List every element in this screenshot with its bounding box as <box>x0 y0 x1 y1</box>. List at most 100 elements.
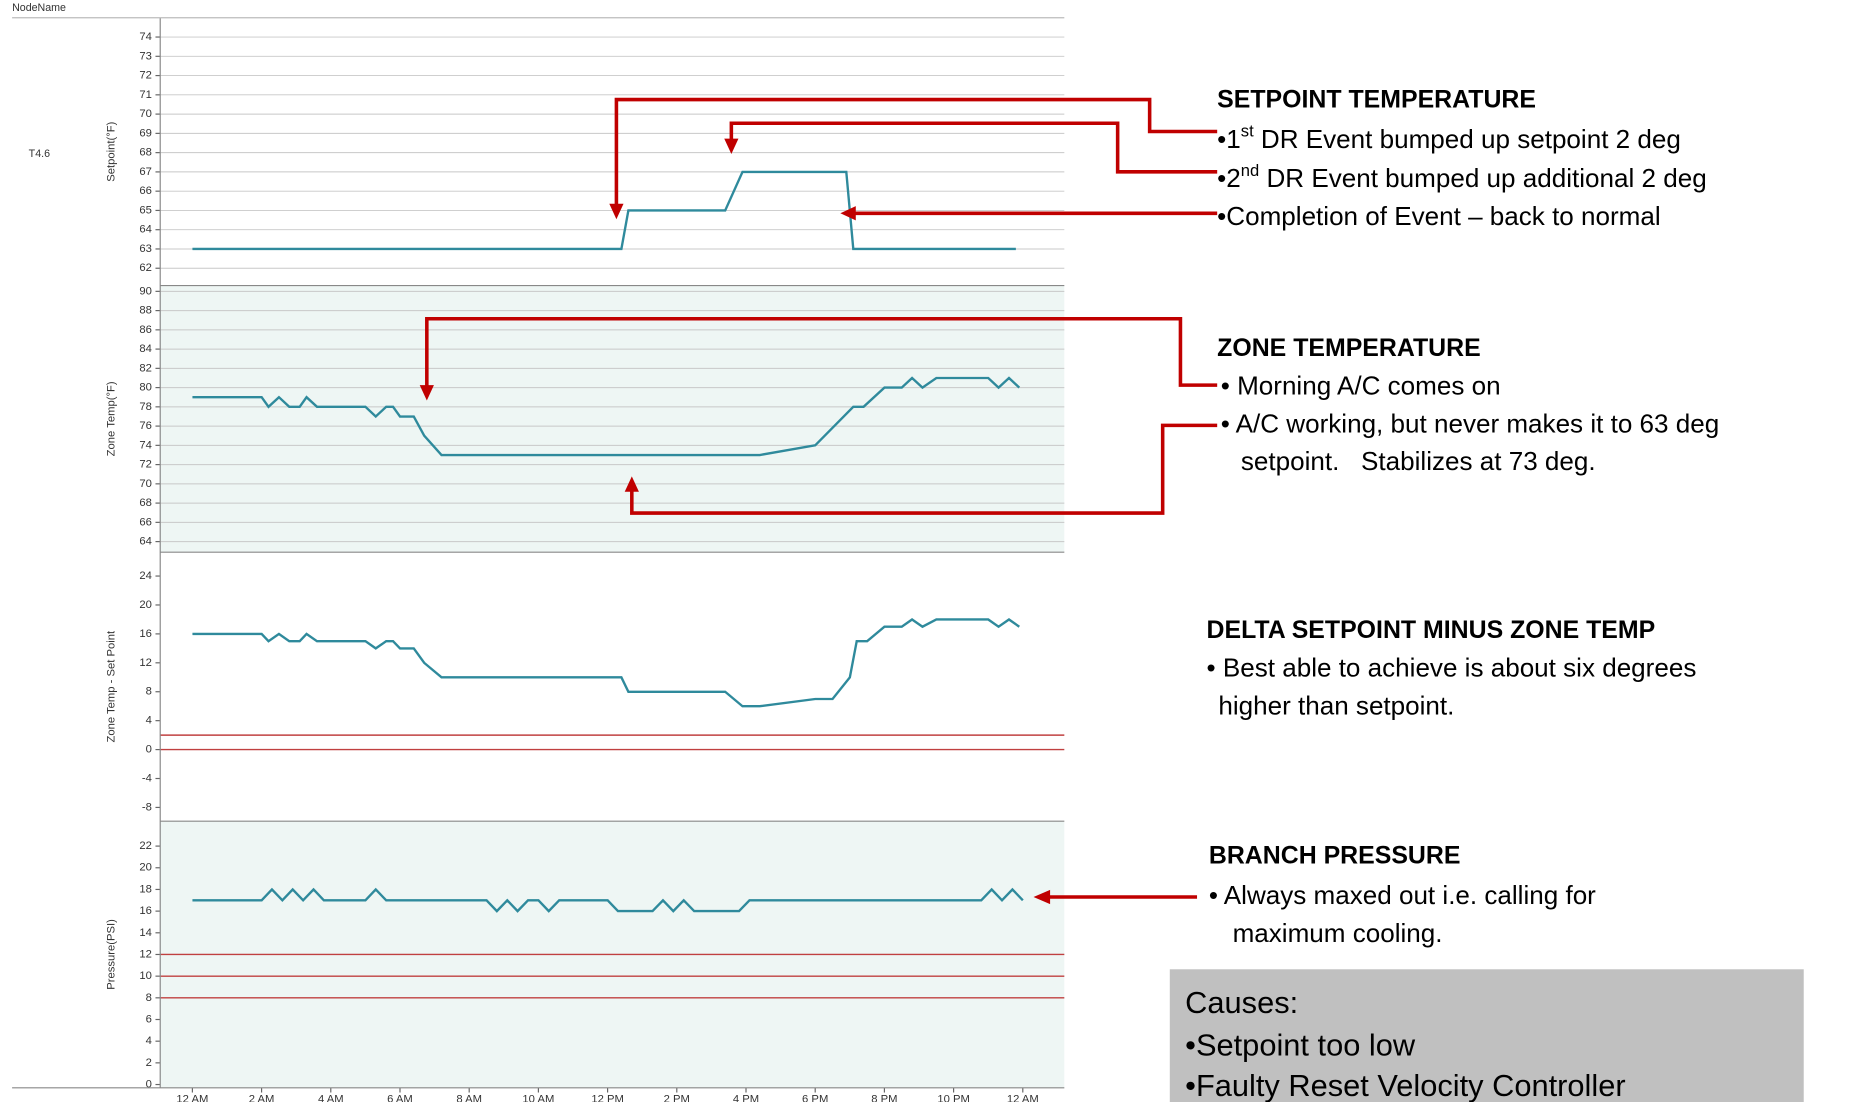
y-tick-label: 69 <box>139 127 152 139</box>
plots: 74737271706968676665646362Setpoint(°F)90… <box>12 17 1065 1102</box>
y-tick-label: -4 <box>142 772 152 784</box>
y-tick-label: 72 <box>139 459 152 471</box>
y-tick-label: 90 <box>139 285 152 297</box>
x-tick-label: 4 PM <box>733 1094 759 1102</box>
x-tick-label: 12 AM <box>1007 1094 1039 1102</box>
y-axis-label: Zone Temp(°F) <box>106 381 118 456</box>
annotation-item: • Best able to achieve is about six degr… <box>1207 652 1697 682</box>
arrowhead <box>724 138 739 155</box>
y-tick-label: 20 <box>139 862 152 874</box>
x-tick-label: 8 AM <box>456 1094 482 1102</box>
annotation-sup: st <box>1241 122 1254 141</box>
arrowhead <box>609 203 624 220</box>
y-axis-label: Setpoint(°F) <box>106 121 118 181</box>
annotation-heading: DELTA SETPOINT MINUS ZONE TEMP <box>1207 616 1656 644</box>
annotation-heading: SETPOINT TEMPERATURE <box>1217 85 1536 113</box>
y-tick-label: 4 <box>146 1035 152 1047</box>
annotation-item: •Completion of Event – back to normal <box>1217 201 1660 231</box>
y-tick-label: 82 <box>139 362 152 374</box>
arrow <box>425 316 1218 388</box>
annotation-item: •1st DR Event bumped up setpoint 2 deg <box>1217 122 1681 154</box>
y-tick-label: 2 <box>146 1057 152 1069</box>
y-tick-label: 16 <box>139 628 152 640</box>
annotation-item: maximum cooling. <box>1233 918 1443 948</box>
arrowhead <box>1033 889 1051 905</box>
annotation-heading: ZONE TEMPERATURE <box>1217 334 1480 362</box>
cause-item: •Faulty Reset Velocity Controller <box>1185 1068 1625 1102</box>
annotation-text: DR Event bumped up setpoint 2 deg <box>1254 124 1681 154</box>
y-tick-label: 4 <box>146 715 152 727</box>
y-tick-label: 67 <box>139 166 152 178</box>
x-tick-label: 6 AM <box>387 1094 413 1102</box>
y-tick-label: 70 <box>139 108 152 120</box>
annotation-heading: BRANCH PRESSURE <box>1209 841 1461 869</box>
y-tick-label: 66 <box>139 516 152 528</box>
y-tick-label: 74 <box>139 439 152 451</box>
causes-heading: Causes: <box>1185 985 1298 1020</box>
y-tick-label: 18 <box>139 883 152 895</box>
x-tick-label: 10 PM <box>937 1094 970 1102</box>
annotation-text: DR Event bumped up additional 2 deg <box>1259 163 1706 193</box>
y-tick-label: 12 <box>139 948 152 960</box>
y-tick-label: 12 <box>139 657 152 669</box>
y-tick-label: 64 <box>139 224 152 236</box>
annotation-text: •2 <box>1217 163 1241 193</box>
annotation-item: •2nd DR Event bumped up additional 2 deg <box>1217 161 1707 193</box>
y-tick-label: 14 <box>139 927 152 939</box>
y-tick-label: 78 <box>139 401 152 413</box>
y-tick-label: 68 <box>139 147 152 159</box>
y-tick-label: 76 <box>139 420 152 432</box>
y-tick-label: 71 <box>139 89 152 101</box>
y-tick-label: 72 <box>139 70 152 82</box>
y-tick-label: 6 <box>146 1013 152 1025</box>
y-axis-label: Pressure(PSI) <box>106 919 118 990</box>
y-tick-label: 63 <box>139 243 152 255</box>
y-axis-label: Zone Temp - Set Point <box>106 630 118 743</box>
y-tick-label: 70 <box>139 478 152 490</box>
annotation-item: • Morning A/C comes on <box>1221 370 1501 400</box>
arrowhead <box>419 385 434 401</box>
arrow <box>630 423 1218 515</box>
data-line <box>192 376 1021 457</box>
x-tick-label: 8 PM <box>871 1094 897 1102</box>
y-tick-label: -8 <box>142 801 152 813</box>
y-tick-label: 64 <box>139 536 152 548</box>
arrowhead <box>624 476 639 492</box>
annotation-item: • Always maxed out i.e. calling for <box>1209 880 1596 910</box>
data-line <box>192 887 1024 913</box>
annotation-text: •1 <box>1217 124 1241 154</box>
x-tick-label: 2 PM <box>664 1094 690 1102</box>
causes-box <box>1169 969 1804 1102</box>
x-tick-label: 12 PM <box>591 1094 624 1102</box>
y-tick-label: 10 <box>139 970 152 982</box>
y-tick-label: 80 <box>139 382 152 394</box>
y-tick-label: 86 <box>139 324 152 336</box>
annotation-sup: nd <box>1241 161 1259 180</box>
y-tick-label: 62 <box>139 262 152 274</box>
arrow <box>614 97 1218 207</box>
y-tick-label: 68 <box>139 497 152 509</box>
y-tick-label: 22 <box>139 840 152 852</box>
x-tick-label: 4 AM <box>318 1094 344 1102</box>
x-tick-label: 6 PM <box>802 1094 828 1102</box>
y-tick-label: 8 <box>146 686 152 698</box>
column-header: NodeName <box>12 2 66 14</box>
arrowhead <box>840 206 856 221</box>
y-tick-label: 8 <box>146 992 152 1004</box>
y-tick-label: 16 <box>139 905 152 917</box>
y-tick-label: 0 <box>146 744 152 756</box>
y-tick-label: 24 <box>139 570 152 582</box>
arrow <box>729 121 1218 174</box>
y-tick-label: 84 <box>139 343 152 355</box>
y-tick-label: 74 <box>139 31 152 43</box>
y-tick-label: 0 <box>146 1078 152 1090</box>
y-tick-label: 20 <box>139 599 152 611</box>
cause-item: •Setpoint too low <box>1185 1028 1416 1063</box>
annotation-item: • A/C working, but never makes it to 63 … <box>1221 408 1719 438</box>
annotation-item: higher than setpoint. <box>1218 690 1454 720</box>
y-tick-label: 73 <box>139 50 152 62</box>
y-tick-label: 66 <box>139 185 152 197</box>
annotation-item: setpoint. Stabilizes at 73 deg. <box>1241 446 1596 476</box>
x-tick-label: 12 AM <box>176 1094 208 1102</box>
data-line <box>192 170 1016 251</box>
